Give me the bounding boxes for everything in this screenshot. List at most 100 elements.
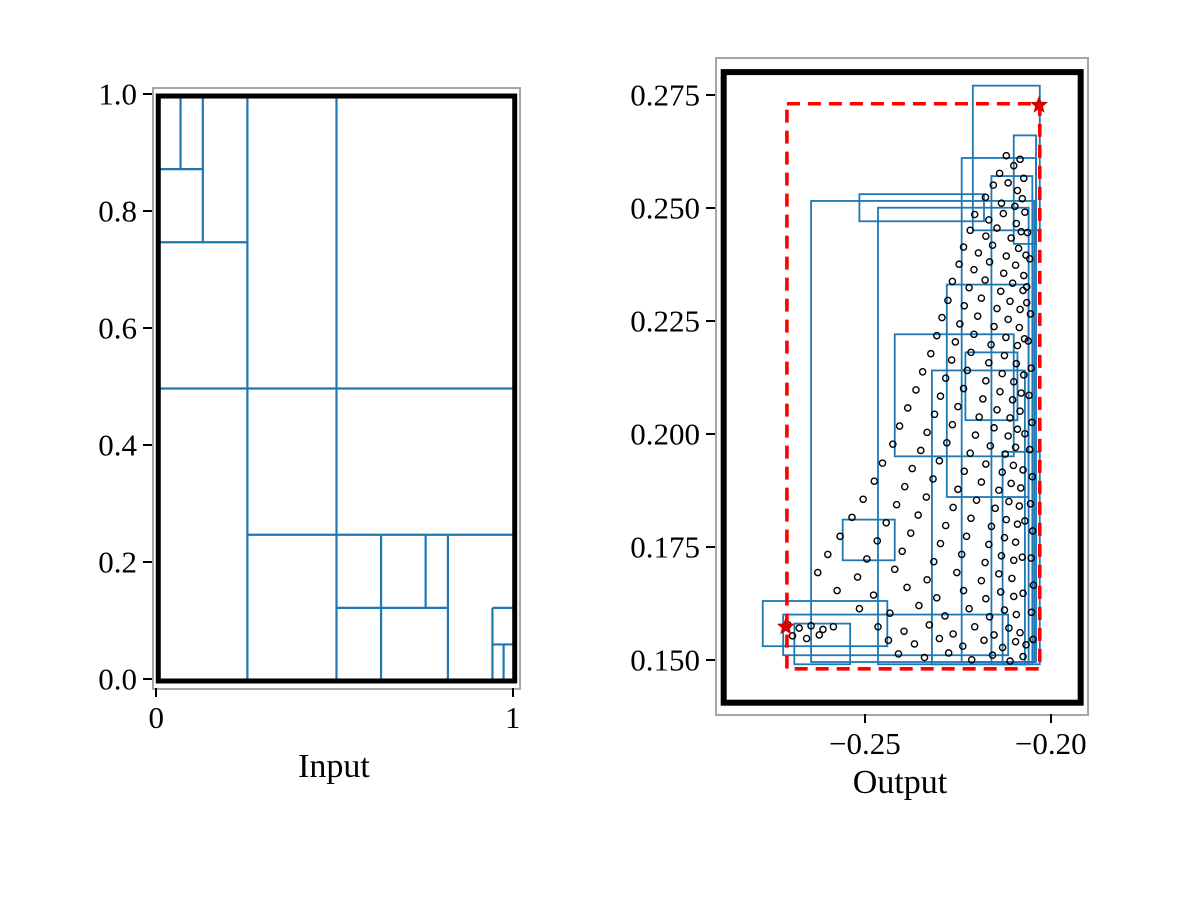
scatter-point [981, 558, 989, 567]
scatter-point [833, 586, 841, 595]
scatter-point [980, 636, 988, 645]
scatter-point [960, 467, 969, 476]
scatter-point [1019, 286, 1027, 295]
scatter-point [1009, 377, 1018, 386]
scatter-point [932, 594, 941, 602]
y-tick-label: 0.225 [630, 303, 700, 339]
scatter-point [815, 631, 824, 639]
scatter-point [859, 495, 867, 504]
scatter-point [982, 460, 990, 468]
scatter-point [970, 330, 978, 339]
y-tick-mark [706, 206, 715, 209]
scatter-point [1009, 461, 1018, 470]
scatter-point [988, 241, 997, 250]
scatter-point [962, 532, 971, 541]
scatter-point [996, 588, 1005, 596]
scatter-point [1025, 254, 1034, 263]
y-tick-label: 0.8 [98, 193, 137, 229]
scatter-point [990, 631, 998, 639]
scatter-point [959, 384, 968, 393]
scatter-point [997, 199, 1006, 207]
scatter-point [1026, 500, 1035, 508]
scatter-point [923, 428, 931, 437]
scatter-point [1022, 283, 1031, 291]
scatter-point [1028, 527, 1037, 535]
scatter-point [1021, 517, 1029, 525]
scatter-point [1004, 179, 1012, 187]
scatter-point [916, 446, 925, 455]
scatter-point [970, 210, 979, 219]
x-tick-label: −0.25 [828, 726, 901, 761]
scatter-point [1028, 418, 1036, 427]
scatter-point [977, 478, 986, 486]
scatter-point [985, 540, 993, 549]
scatter-point [802, 634, 811, 643]
scatter-point [923, 575, 931, 584]
scatter-point [975, 413, 983, 421]
scatter-point [999, 209, 1008, 218]
scatter-point [892, 500, 901, 509]
scatter-point [929, 475, 937, 483]
scatter-point [960, 302, 969, 310]
y-tick-label: 1.0 [98, 76, 137, 112]
scatter-point [1019, 589, 1027, 598]
scatter-point [1002, 333, 1010, 342]
scatter-point [795, 624, 803, 632]
y-tick-label: 0.275 [630, 77, 700, 113]
x-tick-label: 0 [148, 700, 165, 735]
scatter-point [1011, 538, 1020, 547]
scatter-point [1000, 606, 1009, 614]
scatter-point [894, 650, 903, 658]
output-canvas [720, 69, 1084, 706]
y-tick-label: 0.175 [630, 529, 700, 565]
scatter-point [1021, 429, 1029, 438]
scatter-point [886, 609, 894, 617]
scatter-point [981, 276, 989, 284]
scatter-point [1029, 581, 1038, 589]
scatter-point [985, 258, 994, 266]
y-tick-label: 0.200 [630, 416, 700, 452]
scatter-point [1028, 472, 1037, 481]
scatter-point [1015, 502, 1024, 510]
candidate-box [793, 622, 852, 666]
scatter-point [974, 249, 983, 257]
scatter-point [993, 405, 1001, 414]
scatter-point [870, 477, 879, 486]
scatter-point [985, 613, 994, 621]
y-tick-mark [706, 93, 715, 96]
scatter-point [935, 634, 944, 643]
scatter-point [986, 442, 995, 450]
candidate-box [810, 200, 1036, 663]
scatter-point [955, 260, 963, 269]
x-tick-mark [511, 688, 514, 697]
input-axis-label: Input [298, 748, 370, 785]
scatter-point [979, 395, 987, 403]
scatter-point [935, 457, 944, 465]
scatter-point [1023, 228, 1032, 237]
scatter-point [1015, 323, 1024, 332]
x-tick-label: 1 [504, 700, 521, 735]
scatter-point [1007, 479, 1015, 488]
scatter-point [900, 627, 908, 636]
scatter-point [995, 486, 1003, 495]
x-tick-mark [1049, 714, 1052, 723]
red-star-marker [776, 617, 795, 635]
scatter-point [1013, 341, 1022, 350]
scatter-point [903, 583, 911, 592]
scatter-point [1012, 219, 1021, 228]
scatter-point [1019, 371, 1028, 379]
output-axis-label: Output [852, 764, 948, 801]
scatter-point [788, 631, 797, 640]
scatter-point [970, 265, 978, 274]
scatter-point [951, 338, 960, 346]
scatter-point [1022, 641, 1030, 649]
scatter-point [1029, 635, 1037, 644]
scatter-point [977, 576, 986, 585]
scatter-point [944, 296, 952, 305]
scatter-point [941, 612, 949, 620]
scatter-point [971, 431, 980, 439]
scatter-point [967, 514, 975, 523]
scatter-point [967, 655, 976, 664]
candidate-box [945, 283, 1030, 498]
